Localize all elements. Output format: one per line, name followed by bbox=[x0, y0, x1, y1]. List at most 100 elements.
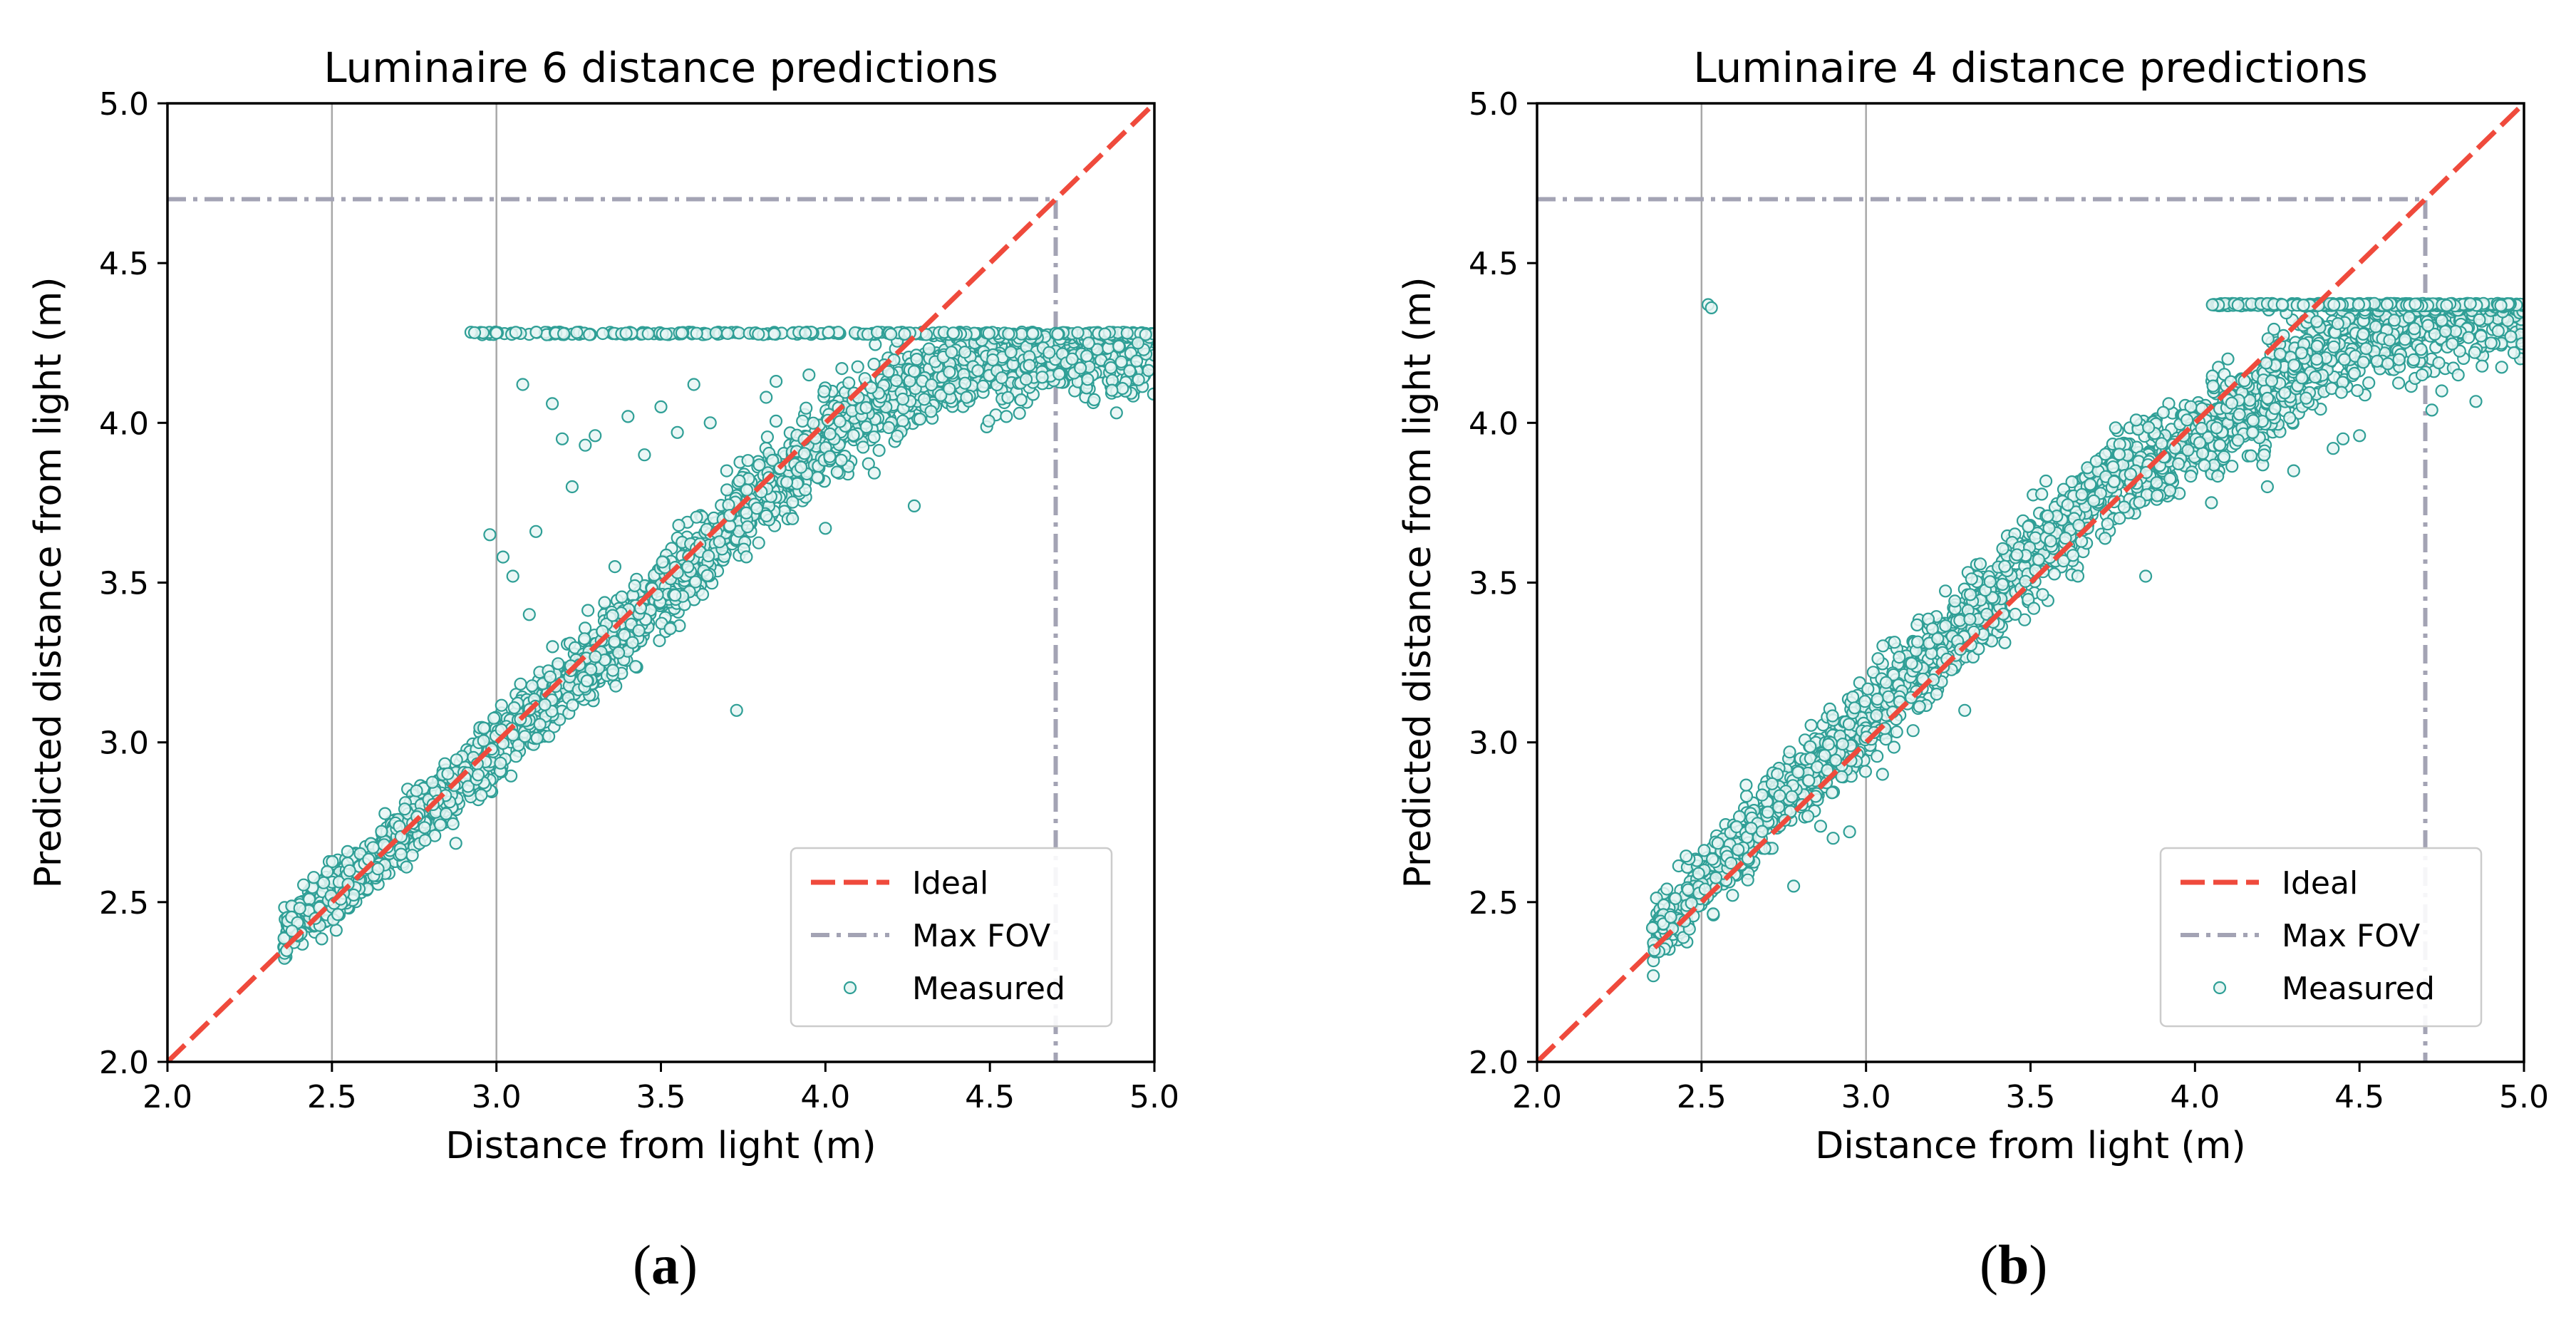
measured-point-outlier bbox=[522, 608, 536, 621]
measured-point-outlier bbox=[1000, 410, 1013, 423]
measured-point-outlier bbox=[496, 550, 510, 564]
measured-point bbox=[833, 415, 847, 428]
measured-point bbox=[1116, 381, 1129, 396]
x-tick-label: 4.0 bbox=[800, 1079, 850, 1115]
y-tick-label: 4.0 bbox=[99, 406, 149, 442]
measured-point bbox=[2261, 332, 2275, 346]
measured-point-outlier bbox=[483, 528, 497, 542]
measured-point bbox=[371, 862, 385, 876]
measured-point-saturated bbox=[659, 327, 673, 341]
measured-point bbox=[2018, 613, 2032, 626]
measured-point-saturated bbox=[557, 327, 571, 341]
measured-point bbox=[326, 854, 339, 869]
measured-point bbox=[1729, 820, 1744, 834]
measured-point-saturated bbox=[675, 326, 689, 340]
measured-point-saturated bbox=[1098, 327, 1112, 341]
measured-point-outlier bbox=[907, 499, 921, 513]
y-tick-label: 5.0 bbox=[99, 86, 149, 123]
measured-point-outlier bbox=[786, 512, 800, 525]
measured-point bbox=[475, 788, 488, 802]
measured-point-saturated bbox=[822, 326, 835, 339]
measured-point bbox=[924, 405, 938, 418]
measured-point bbox=[2495, 361, 2508, 374]
measured-point bbox=[913, 412, 927, 426]
measured-point bbox=[1019, 373, 1033, 386]
measured-point bbox=[786, 495, 800, 509]
measured-point bbox=[525, 679, 539, 693]
measured-point bbox=[695, 587, 710, 601]
measured-point bbox=[668, 589, 682, 602]
measured-point-saturated bbox=[690, 326, 703, 340]
measured-point bbox=[766, 453, 780, 468]
measured-point bbox=[580, 674, 594, 688]
measured-point bbox=[807, 416, 820, 430]
measured-point bbox=[722, 498, 735, 512]
measured-point-saturated bbox=[767, 327, 781, 341]
measured-point bbox=[566, 698, 579, 712]
measured-point-outlier bbox=[579, 438, 592, 452]
measured-point bbox=[608, 635, 621, 649]
measured-point bbox=[986, 353, 1000, 367]
y-tick-label: 3.5 bbox=[99, 566, 149, 602]
measured-point-saturated bbox=[982, 326, 995, 340]
measured-point bbox=[2035, 487, 2049, 501]
measured-point-saturated bbox=[709, 326, 723, 340]
measured-point bbox=[917, 393, 931, 406]
measured-point-outlier bbox=[1131, 336, 1145, 350]
y-tick-label: 2.0 bbox=[99, 1045, 149, 1081]
y-tick-label: 2.5 bbox=[99, 885, 149, 921]
measured-point-outlier bbox=[1013, 406, 1026, 420]
measured-point bbox=[543, 670, 557, 683]
measured-point bbox=[2156, 406, 2170, 419]
measured-point-outlier bbox=[1065, 352, 1079, 366]
legend-label-measured: Measured bbox=[912, 971, 1065, 1007]
measured-point bbox=[471, 768, 485, 782]
measured-point bbox=[2507, 346, 2521, 360]
measured-point-saturated bbox=[467, 326, 482, 339]
measured-point-saturated bbox=[919, 328, 933, 341]
measured-point bbox=[315, 932, 329, 946]
measured-point-outlier bbox=[654, 400, 668, 414]
measured-point bbox=[285, 924, 299, 938]
measured-point bbox=[934, 388, 948, 402]
measured-point bbox=[794, 460, 808, 474]
measured-point bbox=[277, 931, 291, 945]
measured-point-outlier bbox=[730, 703, 743, 717]
measured-point-outlier bbox=[769, 374, 783, 388]
measured-point bbox=[615, 590, 629, 604]
measured-point bbox=[518, 730, 532, 743]
measured-point bbox=[629, 660, 643, 673]
measured-point-saturated bbox=[1139, 328, 1152, 341]
measured-point bbox=[1105, 383, 1119, 397]
max-fov-line bbox=[167, 197, 1058, 1062]
measured-point bbox=[606, 609, 619, 622]
measured-point-outlier bbox=[703, 416, 717, 430]
measured-point bbox=[1112, 339, 1126, 353]
measured-point bbox=[752, 458, 766, 472]
measured-point bbox=[509, 750, 523, 763]
measured-point bbox=[495, 698, 508, 712]
x-tick-label: 2.5 bbox=[307, 1079, 357, 1115]
measured-point bbox=[811, 470, 824, 485]
measured-point bbox=[433, 818, 448, 832]
measured-point bbox=[907, 364, 921, 378]
measured-point-saturated bbox=[509, 326, 522, 339]
measured-point bbox=[982, 414, 995, 428]
measured-point bbox=[617, 628, 631, 642]
measured-point bbox=[1846, 690, 1860, 704]
measured-point bbox=[1910, 618, 1924, 632]
measured-point bbox=[628, 579, 641, 593]
measured-point bbox=[1104, 361, 1118, 375]
measured-point-saturated bbox=[1051, 327, 1065, 341]
measured-point bbox=[552, 657, 565, 671]
measured-point bbox=[862, 457, 875, 470]
measured-point bbox=[1939, 584, 1952, 598]
measured-point bbox=[410, 784, 423, 797]
chart-panel-b: 2.0 2.5 3.0 3.5 4.0 4.5 5.02.02.53.03.54.04.55… bbox=[1397, 43, 2549, 1167]
measured-point-outlier bbox=[819, 522, 832, 535]
measured-point-saturated bbox=[870, 326, 884, 339]
measured-point bbox=[1893, 650, 1906, 664]
measured-point bbox=[896, 414, 910, 428]
measured-point bbox=[720, 483, 734, 497]
